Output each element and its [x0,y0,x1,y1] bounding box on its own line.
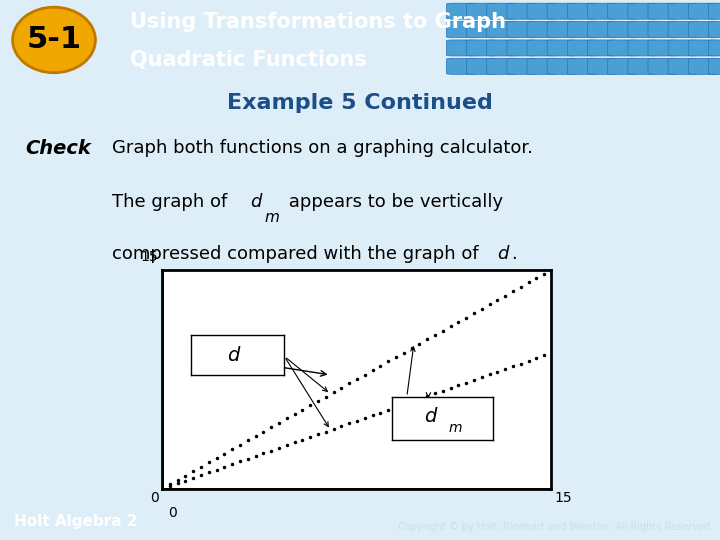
Text: 5-1: 5-1 [27,25,81,55]
FancyBboxPatch shape [446,58,477,75]
FancyBboxPatch shape [668,40,698,56]
FancyBboxPatch shape [668,58,698,75]
Text: Example 5 Continued: Example 5 Continued [227,92,493,113]
FancyBboxPatch shape [708,40,720,56]
FancyBboxPatch shape [527,3,557,19]
Ellipse shape [13,7,95,73]
Text: The graph of: The graph of [112,193,233,211]
Text: Holt Algebra 2: Holt Algebra 2 [14,514,138,529]
FancyBboxPatch shape [547,22,577,38]
FancyBboxPatch shape [608,40,638,56]
FancyBboxPatch shape [628,3,658,19]
FancyBboxPatch shape [547,40,577,56]
FancyBboxPatch shape [507,3,537,19]
Text: Check: Check [25,139,91,158]
Text: .: . [511,245,517,263]
Text: Graph both functions on a graphing calculator.: Graph both functions on a graphing calcu… [112,139,533,157]
FancyBboxPatch shape [608,58,638,75]
FancyBboxPatch shape [467,58,497,75]
FancyBboxPatch shape [588,22,618,38]
FancyBboxPatch shape [567,3,598,19]
FancyBboxPatch shape [507,22,537,38]
FancyBboxPatch shape [588,40,618,56]
FancyBboxPatch shape [467,22,497,38]
Text: appears to be vertically: appears to be vertically [283,193,503,211]
FancyBboxPatch shape [547,3,577,19]
FancyBboxPatch shape [588,58,618,75]
FancyBboxPatch shape [668,22,698,38]
FancyBboxPatch shape [608,3,638,19]
Text: 15: 15 [554,491,572,505]
Text: 0: 0 [168,506,176,520]
FancyBboxPatch shape [648,58,678,75]
Text: d: d [497,245,508,263]
FancyBboxPatch shape [467,3,497,19]
FancyBboxPatch shape [688,40,719,56]
FancyBboxPatch shape [487,3,517,19]
FancyBboxPatch shape [467,40,497,56]
Text: compressed compared with the graph of: compressed compared with the graph of [112,245,484,263]
FancyBboxPatch shape [527,40,557,56]
FancyBboxPatch shape [487,22,517,38]
FancyBboxPatch shape [648,22,678,38]
Text: Quadratic Functions: Quadratic Functions [130,50,366,70]
FancyBboxPatch shape [708,3,720,19]
FancyBboxPatch shape [507,58,537,75]
FancyBboxPatch shape [708,22,720,38]
FancyBboxPatch shape [628,40,658,56]
FancyBboxPatch shape [688,3,719,19]
FancyBboxPatch shape [507,40,537,56]
Text: Copyright © by Holt, Rinehart and Winston. All Rights Reserved.: Copyright © by Holt, Rinehart and Winsto… [397,522,713,531]
FancyBboxPatch shape [668,3,698,19]
FancyBboxPatch shape [628,22,658,38]
FancyBboxPatch shape [527,58,557,75]
FancyBboxPatch shape [567,40,598,56]
FancyBboxPatch shape [527,22,557,38]
Text: m: m [265,210,280,225]
FancyBboxPatch shape [567,58,598,75]
Text: d: d [425,407,437,426]
FancyBboxPatch shape [708,58,720,75]
Text: 0: 0 [150,491,158,505]
FancyBboxPatch shape [688,22,719,38]
Text: 15: 15 [141,249,158,264]
Text: d: d [227,346,239,365]
FancyBboxPatch shape [446,3,477,19]
FancyBboxPatch shape [446,22,477,38]
FancyBboxPatch shape [487,40,517,56]
FancyBboxPatch shape [446,40,477,56]
FancyBboxPatch shape [648,40,678,56]
Text: d: d [251,193,262,211]
FancyBboxPatch shape [588,3,618,19]
FancyBboxPatch shape [648,3,678,19]
Text: Using Transformations to Graph: Using Transformations to Graph [130,12,505,32]
FancyBboxPatch shape [688,58,719,75]
FancyBboxPatch shape [547,58,577,75]
FancyBboxPatch shape [608,22,638,38]
FancyBboxPatch shape [487,58,517,75]
Text: m: m [448,421,462,435]
FancyBboxPatch shape [567,22,598,38]
FancyBboxPatch shape [628,58,658,75]
